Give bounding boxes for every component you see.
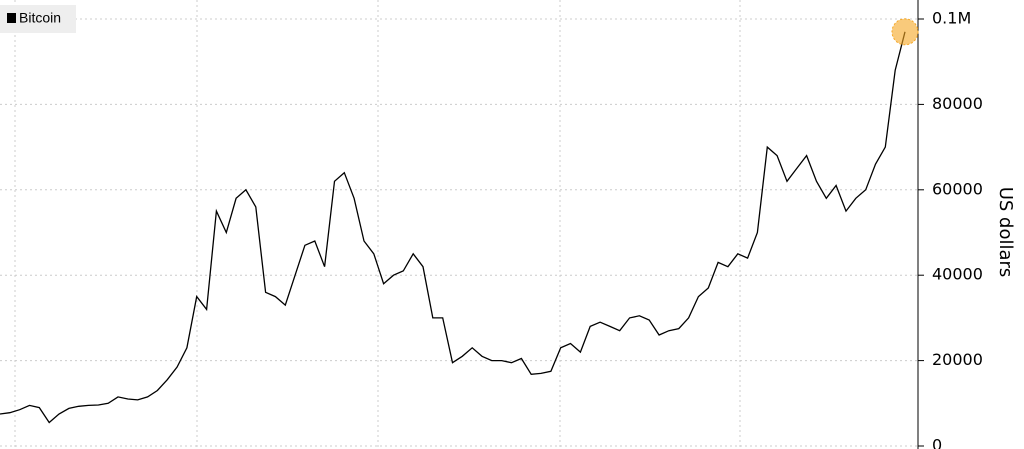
y-tick-label: 40000 (932, 265, 983, 284)
y-tick-label: 80000 (932, 94, 983, 113)
legend: Bitcoin (0, 5, 76, 33)
legend-swatch (7, 13, 16, 23)
legend-label: Bitcoin (19, 10, 61, 26)
y-axis-label: US dollars (995, 187, 1016, 278)
vertical-grid (14, 0, 741, 449)
y-tick-label: 60000 (932, 179, 983, 198)
y-tick-label: 20000 (932, 350, 983, 369)
y-tick-label: 0.1M (932, 9, 971, 28)
y-tick-label: 0 (932, 436, 942, 449)
price-line (0, 31, 906, 424)
last-value-marker (891, 18, 919, 46)
